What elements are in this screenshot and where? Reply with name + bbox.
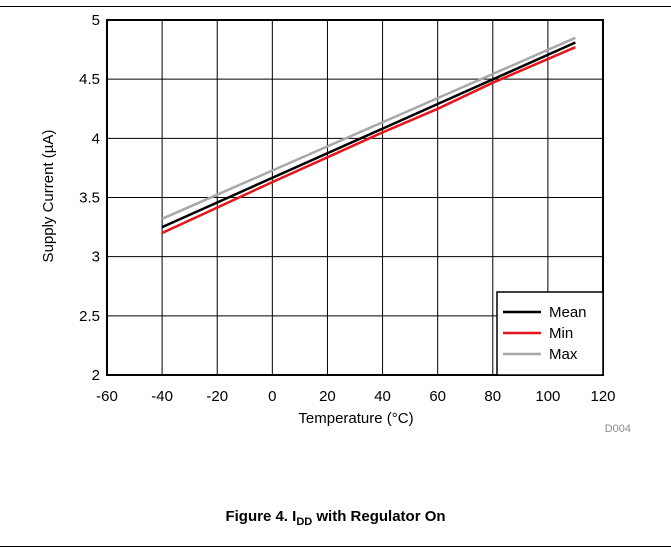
x-tick-label: 120 bbox=[590, 388, 615, 405]
x-axis-label: Temperature (°C) bbox=[298, 410, 413, 427]
figure-id: D004 bbox=[605, 423, 631, 435]
plot-frame bbox=[106, 19, 604, 376]
y-tick-label: 5 bbox=[92, 12, 100, 29]
x-tick-labels: -60 -40 -20 0 20 40 60 80 100 120 bbox=[96, 388, 615, 405]
top-rule bbox=[0, 6, 671, 7]
y-tick-label: 4.5 bbox=[79, 71, 100, 88]
x-tick-label: 80 bbox=[484, 388, 501, 405]
supply-current-chart: -60 -40 -20 0 20 40 60 80 100 120 2 2.5 3 3.5 4 4.5 5 T… bbox=[40, 12, 631, 435]
bottom-rule bbox=[0, 546, 671, 547]
y-tick-label: 2.5 bbox=[79, 308, 100, 325]
legend-label-mean: Mean bbox=[549, 304, 587, 321]
y-tick-label: 4 bbox=[92, 130, 100, 147]
legend-label-max: Max bbox=[549, 346, 578, 363]
x-tick-label: -40 bbox=[151, 388, 173, 405]
series-line-max bbox=[161, 36, 576, 220]
y-tick-labels: 2 2.5 3 3.5 4 4.5 5 bbox=[79, 12, 100, 384]
legend-label-min: Min bbox=[549, 325, 573, 342]
x-tick-label: 0 bbox=[268, 388, 276, 405]
series-lines bbox=[161, 36, 576, 235]
x-tick-label: 40 bbox=[374, 388, 391, 405]
x-tick-label: 20 bbox=[319, 388, 336, 405]
legend-box bbox=[496, 291, 604, 376]
series-line-min bbox=[161, 46, 576, 235]
x-tick-label: 100 bbox=[535, 388, 560, 405]
y-tick-label: 3 bbox=[92, 249, 100, 266]
y-tick-label: 2 bbox=[92, 367, 100, 384]
x-tick-label: 60 bbox=[429, 388, 446, 405]
legend: Mean Min Max bbox=[496, 291, 604, 376]
x-tick-label: -20 bbox=[206, 388, 228, 405]
figure-caption: Figure 4. IDD with Regulator On bbox=[225, 508, 446, 528]
y-axis-label: Supply Current (µA) bbox=[40, 130, 57, 263]
y-tick-label: 3.5 bbox=[79, 190, 100, 207]
series-line-mean bbox=[161, 41, 576, 229]
x-tick-label: -60 bbox=[96, 388, 118, 405]
